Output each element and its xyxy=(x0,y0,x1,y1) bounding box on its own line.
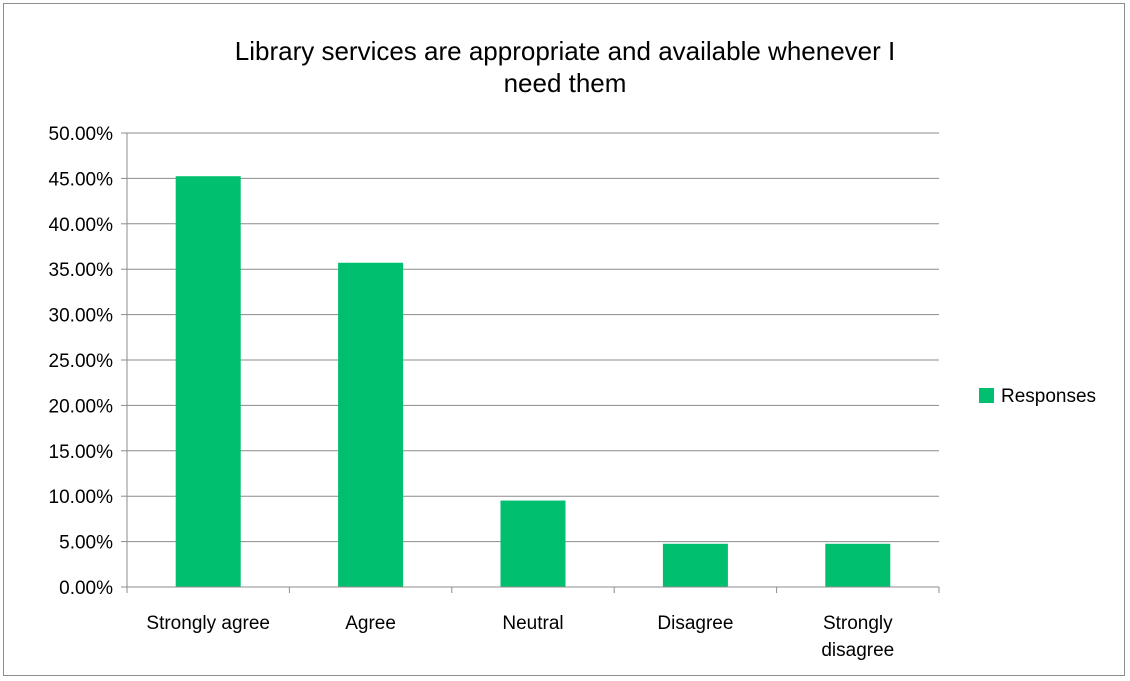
y-tick-label: 45.00% xyxy=(49,169,114,190)
gridlines xyxy=(127,132,939,543)
bars xyxy=(175,176,891,587)
bar-chart: Library services are appropriate and ava… xyxy=(49,36,1097,661)
x-tick-label: Neutral xyxy=(502,613,563,634)
chart-title: Library services are appropriate and ava… xyxy=(235,36,895,98)
axes xyxy=(121,132,940,593)
y-tick-label: 40.00% xyxy=(49,215,114,236)
y-tick-label: 10.00% xyxy=(49,487,114,508)
y-tick-label: 35.00% xyxy=(49,260,114,281)
x-tick-label: Agree xyxy=(345,613,396,634)
x-tick-labels: Strongly agree Agree Neutral Disagree Strong… xyxy=(146,613,894,661)
chart-title-line: need them xyxy=(504,68,627,98)
bar xyxy=(175,176,241,587)
chart-title-line: Library services are appropriate and ava… xyxy=(235,36,895,66)
bar xyxy=(500,500,566,587)
y-tick-label: 15.00% xyxy=(49,442,114,463)
legend-label: Responses xyxy=(1001,386,1096,407)
bar xyxy=(662,543,728,587)
y-tick-label: 0.00% xyxy=(59,578,113,599)
y-tick-label: 5.00% xyxy=(59,533,113,554)
x-tick-label: Strongly xyxy=(823,613,893,634)
bar xyxy=(825,543,891,587)
y-tick-label: 50.00% xyxy=(49,124,114,145)
y-tick-label: 25.00% xyxy=(49,351,114,372)
chart-frame: Library services are appropriate and ava… xyxy=(3,3,1125,676)
y-tick-label: 20.00% xyxy=(49,396,114,417)
bar xyxy=(338,262,404,587)
legend: Responses xyxy=(979,386,1096,407)
legend-swatch xyxy=(979,388,994,403)
x-tick-label: disagree xyxy=(821,640,894,661)
y-tick-label: 30.00% xyxy=(49,306,114,327)
x-tick-label: Strongly agree xyxy=(146,613,270,634)
x-tick-label: Disagree xyxy=(657,613,733,634)
y-tick-labels: 0.00% 5.00% 10.00% 15.00% 20.00% 25.00% 30.00%… xyxy=(49,124,114,599)
